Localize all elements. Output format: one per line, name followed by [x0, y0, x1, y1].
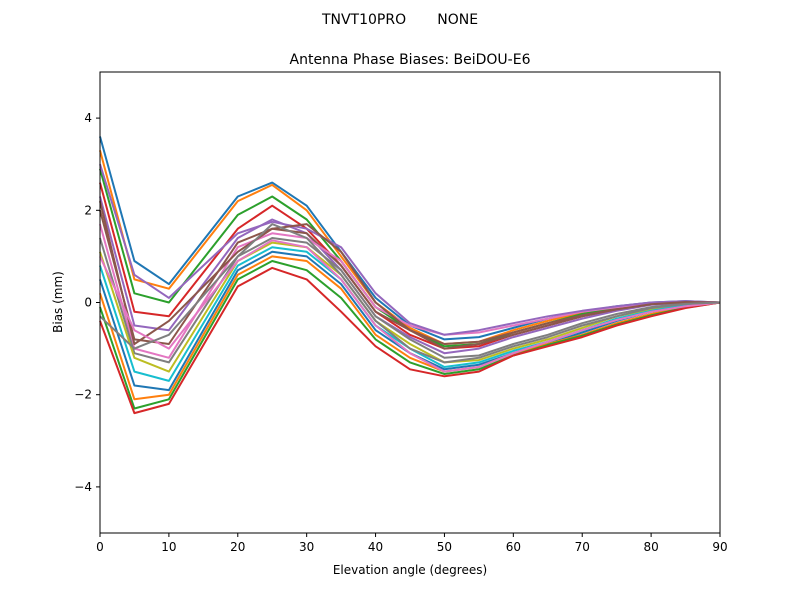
- series-line-12: [99, 255, 721, 401]
- y-tick-label: 4: [84, 111, 92, 125]
- x-tick-label: 10: [161, 540, 176, 554]
- plot-frame: [99, 71, 721, 534]
- x-tick-label: 70: [575, 540, 590, 554]
- y-tick-label: 2: [84, 203, 92, 217]
- x-tick-label: 0: [96, 540, 104, 554]
- x-tick-label: 50: [437, 540, 452, 554]
- x-tick-label: 20: [230, 540, 245, 554]
- x-tick-label: 60: [506, 540, 521, 554]
- series-line-16: [99, 200, 721, 350]
- series-line-5: [99, 196, 720, 355]
- y-tick-label: −4: [74, 480, 92, 494]
- x-tick-label: 30: [299, 540, 314, 554]
- y-axis-label: Bias (mm): [51, 271, 65, 333]
- x-axis-label: Elevation angle (degrees): [333, 563, 487, 577]
- chart-title: Antenna Phase Biases: BeiDOU-E6: [290, 52, 531, 68]
- y-ticks: −4 −2 0 2 4: [74, 111, 100, 494]
- x-tick-label: 40: [368, 540, 383, 554]
- x-tick-label: 90: [712, 540, 727, 554]
- y-tick-label: −2: [74, 388, 92, 402]
- y-tick-label: 0: [84, 296, 92, 310]
- chart-suptitle: TNVT10PRO NONE: [321, 12, 478, 28]
- series-line-15: [99, 163, 721, 336]
- x-tick-label: 80: [643, 540, 658, 554]
- series-line-10: [99, 246, 721, 382]
- series-line-18: [99, 223, 721, 364]
- series-line-17: [99, 239, 721, 373]
- series-line-14: [99, 266, 721, 415]
- x-ticks: 0 10 20 30 40 50 60 70 80 90: [96, 533, 728, 554]
- series-lines: [99, 136, 721, 415]
